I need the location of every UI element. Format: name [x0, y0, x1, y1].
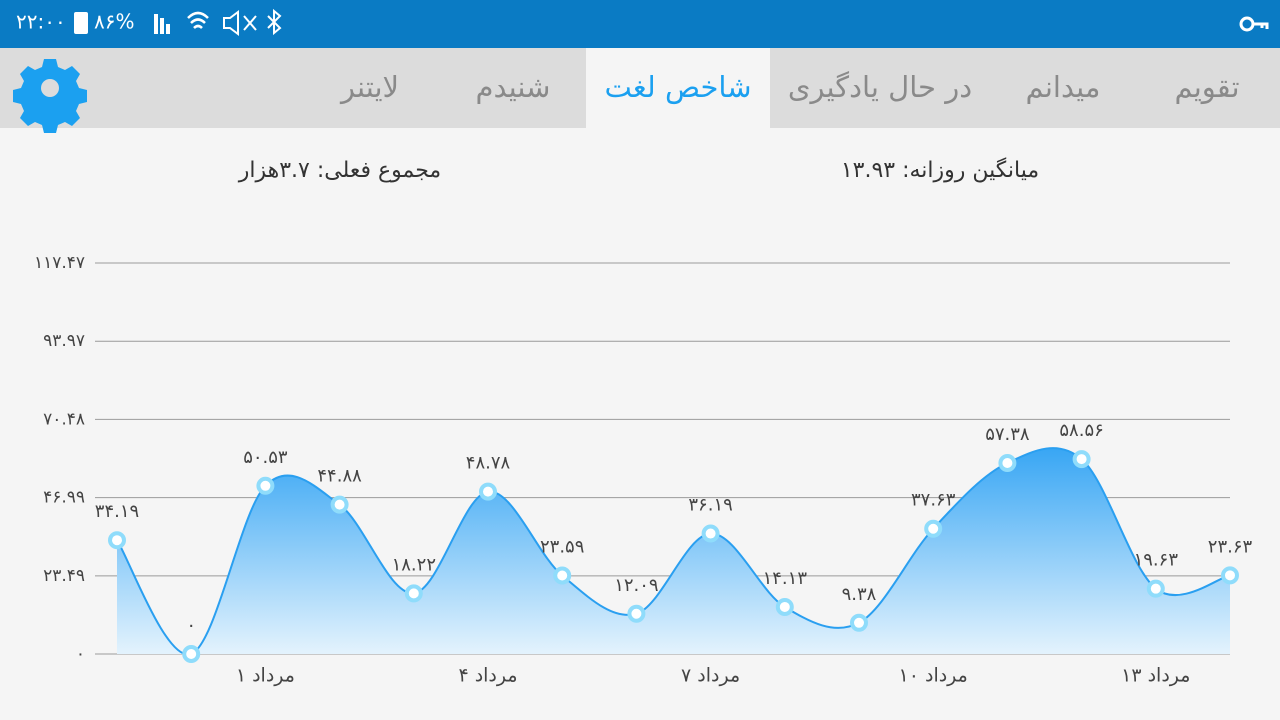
tab[interactable]: تقویم	[1174, 70, 1239, 105]
tab[interactable]: میدانم	[1026, 70, 1101, 105]
y-tick-label: ۰	[76, 644, 85, 664]
data-point	[404, 584, 423, 603]
value-label: ۲۳.۵۹	[540, 536, 584, 557]
data-point	[553, 566, 572, 585]
vpn-key-icon	[1239, 16, 1269, 32]
chart: ۰ ۲۳.۴۹ ۴۶.۹۹ ۷۰.۴۸ ۹۳.۹۷ ۱۱۷.۴۷ ۳۴.۱۹ ۰ ۵۰.۵۳ ۴۴…	[34, 253, 1253, 687]
tab[interactable]: لایتنر	[339, 70, 399, 104]
value-label: ۱۲.۰۹	[614, 575, 658, 596]
tab[interactable]: شاخص لغت	[604, 70, 751, 104]
value-label: ۰	[186, 615, 196, 636]
daily-average: میانگین روزانه: ۱۳.۹۳	[841, 157, 1039, 183]
value-label: ۵۰.۵۳	[243, 447, 288, 468]
status-time: ۲۲:۰۰	[16, 10, 66, 34]
data-point	[479, 482, 497, 501]
y-tick-label: ۷۰.۴۸	[43, 409, 85, 429]
value-label: ۳۴.۱۹	[95, 501, 139, 522]
data-point	[627, 604, 646, 623]
value-label: ۱۴.۱۳	[763, 568, 808, 589]
data-point	[998, 454, 1017, 473]
tab[interactable]: در حال یادگیری	[788, 70, 972, 104]
battery-level: ۸۶%	[94, 10, 135, 34]
data-point	[1072, 450, 1091, 469]
status-bar	[0, 0, 1280, 48]
x-tick-label: ۱۳ مرداد	[1121, 665, 1190, 687]
y-tick-label: ۹۳.۹۷	[43, 331, 85, 351]
y-tick-label: ۱۱۷.۴۷	[34, 253, 85, 273]
value-label: ۵۷.۳۸	[985, 424, 1030, 445]
x-tick-label: ۱ مرداد	[236, 665, 295, 687]
y-tick-label: ۲۳.۴۹	[43, 566, 85, 586]
x-tick-label: ۴ مرداد	[458, 665, 517, 687]
wifi-icon	[187, 11, 209, 29]
value-label: ۴۸.۷۸	[466, 453, 511, 474]
tab[interactable]: شنیدم	[476, 70, 551, 104]
value-label: ۱۹.۶۳	[1134, 550, 1179, 571]
data-point	[330, 495, 349, 514]
line	[116, 447, 1231, 656]
data-point	[1221, 566, 1239, 585]
battery-icon	[74, 12, 88, 34]
data-point	[775, 597, 794, 616]
data-point	[182, 645, 201, 663]
bluetooth-icon	[267, 8, 282, 36]
y-tick-label: ۴۶.۹۹	[43, 488, 85, 508]
value-label: ۱۸.۲۲	[392, 554, 436, 575]
tabs: تقویم میدانم در حال یادگیری شاخص لغت شنیدم لا…	[339, 70, 1240, 105]
active-tab-bg	[586, 48, 770, 128]
data-point	[701, 524, 720, 543]
data-point	[108, 531, 126, 550]
current-total: مجموع فعلی: ۳.۷هزار	[238, 158, 441, 183]
mute-icon	[223, 10, 257, 36]
data-point	[924, 519, 943, 538]
value-label: ۵۸.۵۶	[1059, 420, 1103, 441]
area-fill	[117, 448, 1230, 655]
value-label: ۳۶.۱۹	[688, 495, 732, 516]
x-tick-label: ۱۰ مرداد	[899, 665, 968, 687]
data-point	[850, 613, 868, 632]
value-label: ۴۴.۸۸	[317, 466, 362, 487]
value-label: ۹.۳۸	[842, 584, 877, 605]
x-tick-label: ۷ مرداد	[681, 665, 740, 687]
signal-icon	[154, 14, 170, 34]
data-point	[1146, 579, 1165, 598]
settings-button[interactable]	[13, 59, 87, 133]
value-label: ۲۳.۶۳	[1208, 536, 1253, 557]
data-point	[256, 476, 275, 495]
value-label: ۳۷.۶۳	[911, 490, 956, 511]
